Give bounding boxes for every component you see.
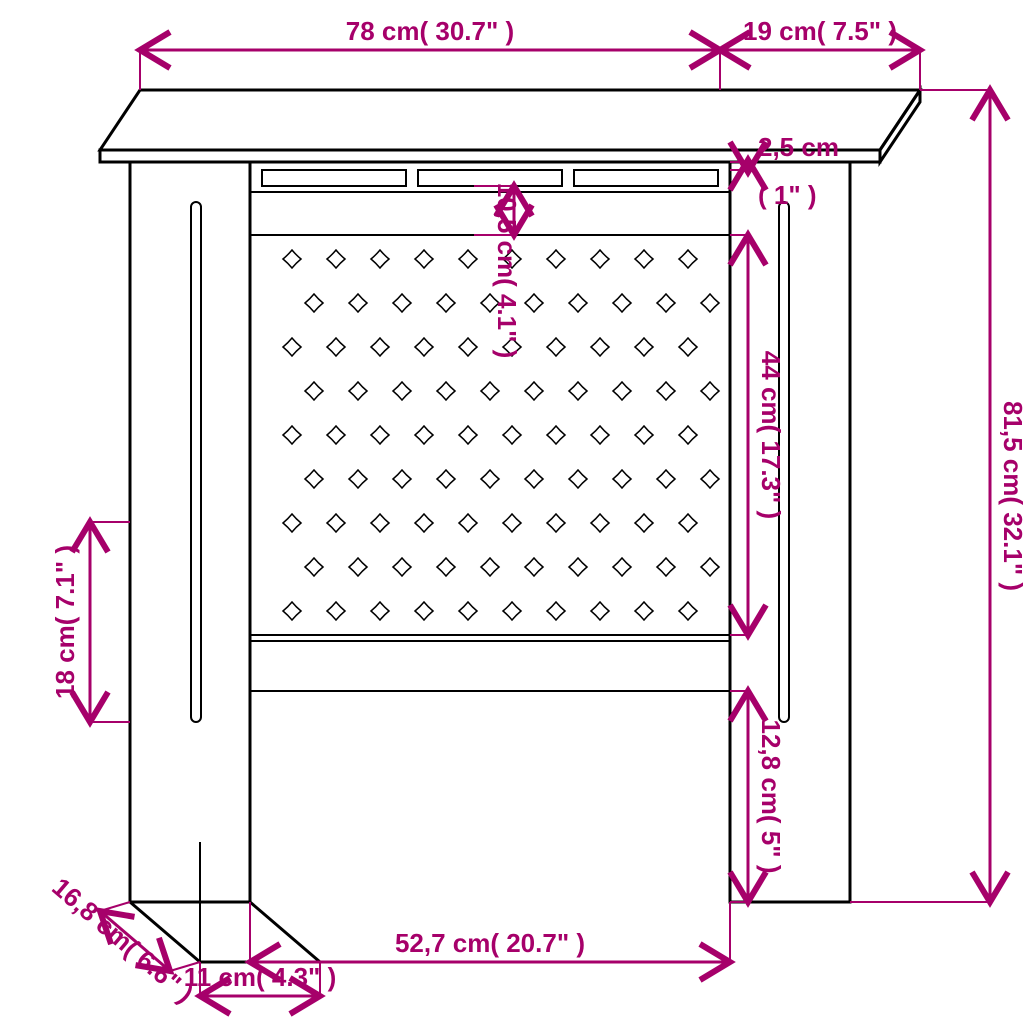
dimension-label: 19 cm( 7.5" ) <box>743 16 897 46</box>
dimension-label: 44 cm( 17.3" ) <box>756 351 786 519</box>
dimension-label: 78 cm( 30.7" ) <box>346 16 514 46</box>
dimension-label: ( 1" ) <box>758 180 817 210</box>
dimension-label: 2,5 cm <box>758 132 839 162</box>
dimension-label: 11 cm( 4.3" ) <box>184 962 337 992</box>
dimension-label: 12,8 cm( 5" ) <box>756 720 786 874</box>
dimension-label: 10,5 cm( 4.1" ) <box>492 183 522 359</box>
dimension-label: 81,5 cm( 32.1" ) <box>998 401 1024 591</box>
dimension-annotations: 78 cm( 30.7" ) 19 cm( 7.5" ) 81,5 cm( 32.1… <box>46 16 1024 1009</box>
dimension-label: 18 cm( 7.1" ) <box>50 545 80 699</box>
dimension-label: 52,7 cm( 20.7" ) <box>395 928 585 958</box>
